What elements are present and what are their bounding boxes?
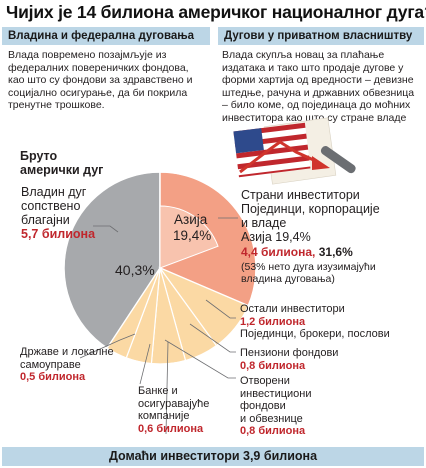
leader-lines — [79, 217, 238, 435]
other-investors-label: Остали инвеститори 1,2 билиона Појединци… — [240, 303, 424, 341]
slice-name-line: фондови — [240, 400, 286, 412]
description-line: социјално осигурање, да би покрила — [8, 86, 188, 99]
private-debt-description: Влада скупља новац за плаћање издатака и… — [222, 49, 426, 124]
slice-value: 0,6 билиона — [138, 422, 204, 435]
slice-name-line: осигуравајуће — [138, 397, 210, 410]
leader-line — [205, 299, 236, 319]
slice-name-line: благајни — [21, 213, 70, 227]
slice-name-line: Страни инвеститори — [241, 188, 360, 202]
chart-title: Бруто амерички дуг — [20, 149, 104, 177]
pie-slices — [63, 171, 257, 365]
description-line: Влада скупља новац за плаћање — [222, 49, 385, 61]
leader-line — [164, 339, 236, 379]
slice-value: 4,4 билиона, — [241, 245, 316, 259]
slice-name-line: Државе и локалне — [20, 346, 114, 358]
pie-outline — [63, 171, 257, 365]
slice-name-line: компаније — [138, 410, 190, 422]
domestic-investors-footer: Домаћи инвеститори 3,9 билиона — [2, 447, 424, 466]
slice-note-line: владина дуговања) — [241, 273, 335, 285]
slice-sub-line: Појединци, брокери, послови — [240, 328, 390, 340]
leader-line — [165, 341, 169, 435]
slice-note-line: (53% нето дуга изузимајући — [241, 260, 376, 273]
foreign-value-block: 4,4 билиона, 31,6% (53% нето дуга изузим… — [241, 246, 425, 286]
banks-label: Банке и осигуравајуће компаније 0,6 били… — [138, 385, 238, 435]
slice-name-line: и владе — [241, 216, 287, 230]
foreign-slice-label: Страни инвеститори Појединци, корпорациј… — [241, 188, 425, 244]
slice-name-line: сопствено — [21, 199, 81, 213]
description-line: форми хартија од вредности – девизне — [222, 74, 414, 86]
leader-line — [79, 333, 136, 359]
slice-name-line: инвестициони — [240, 387, 312, 400]
slice-name-line: Појединци, корпорације — [241, 202, 380, 216]
slice-percent: 31,6% — [318, 245, 353, 259]
slice-value: 5,7 билиона — [21, 227, 96, 241]
asia-percent-label: 19,4% — [173, 228, 211, 243]
slice-name-line: самоуправе — [20, 358, 81, 371]
asia-label: Азија — [174, 212, 208, 227]
open-funds-label: Отворени инвестициони фондови и обвезниц… — [240, 375, 424, 438]
government-percent-label: 40,3% — [115, 262, 155, 278]
page-title: Чијих је 14 билиона америчког национално… — [6, 2, 426, 22]
slice-value: 0,8 билиона — [240, 359, 306, 372]
description-line: Влада повремено позајмљује из — [8, 49, 167, 61]
leader-line — [93, 225, 119, 233]
us-flag-debt-chart-icon — [233, 117, 356, 185]
description-line: инвеститора као што су стране владе — [222, 111, 407, 124]
slice-name-line: Пензиони фондови — [240, 347, 339, 359]
description-line: – било коме, од појединаца до моћних — [222, 99, 411, 111]
government-debt-description: Влада повремено позајмљује из федералних… — [8, 49, 213, 112]
description-line: штедње, рачуна и државних обвезница — [222, 86, 415, 99]
description-line: тренутне трошкове. — [8, 99, 105, 111]
leader-line — [139, 343, 151, 385]
description-line: као што су фондови за здравствено и — [8, 74, 193, 86]
slice-name-line: и обвезнице — [240, 412, 303, 425]
description-line: федералних повереничких фондова, — [8, 61, 189, 74]
slice-name-line: Банке и — [138, 385, 178, 397]
government-debt-header: Владина и федерална дуговања — [2, 27, 210, 45]
slice-value: 1,2 билиона — [240, 315, 306, 328]
leader-line — [189, 323, 236, 353]
asia-share-line: Азија 19,4% — [241, 230, 311, 244]
pension-funds-label: Пензиони фондови 0,8 билиона — [240, 347, 424, 372]
government-slice-label: Владин дуг сопствено благајни 5,7 билион… — [21, 185, 95, 241]
pie-inner-asia — [159, 205, 219, 269]
slice-name-line: Владин дуг — [21, 185, 87, 199]
private-debt-header: Дугови у приватном власништву — [218, 27, 424, 45]
states-label: Државе и локалне самоуправе 0,5 билиона — [20, 346, 140, 384]
slice-name-line: Остали инвеститори — [240, 303, 345, 315]
description-line: издатака и тако што продаје дугове у — [222, 61, 404, 74]
slice-name-line: Отворени — [240, 375, 290, 387]
slice-value: 0,8 билиона — [240, 425, 306, 437]
slice-value: 0,5 билиона — [20, 371, 86, 383]
